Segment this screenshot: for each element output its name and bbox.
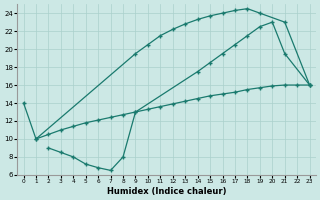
X-axis label: Humidex (Indice chaleur): Humidex (Indice chaleur) [107, 187, 226, 196]
